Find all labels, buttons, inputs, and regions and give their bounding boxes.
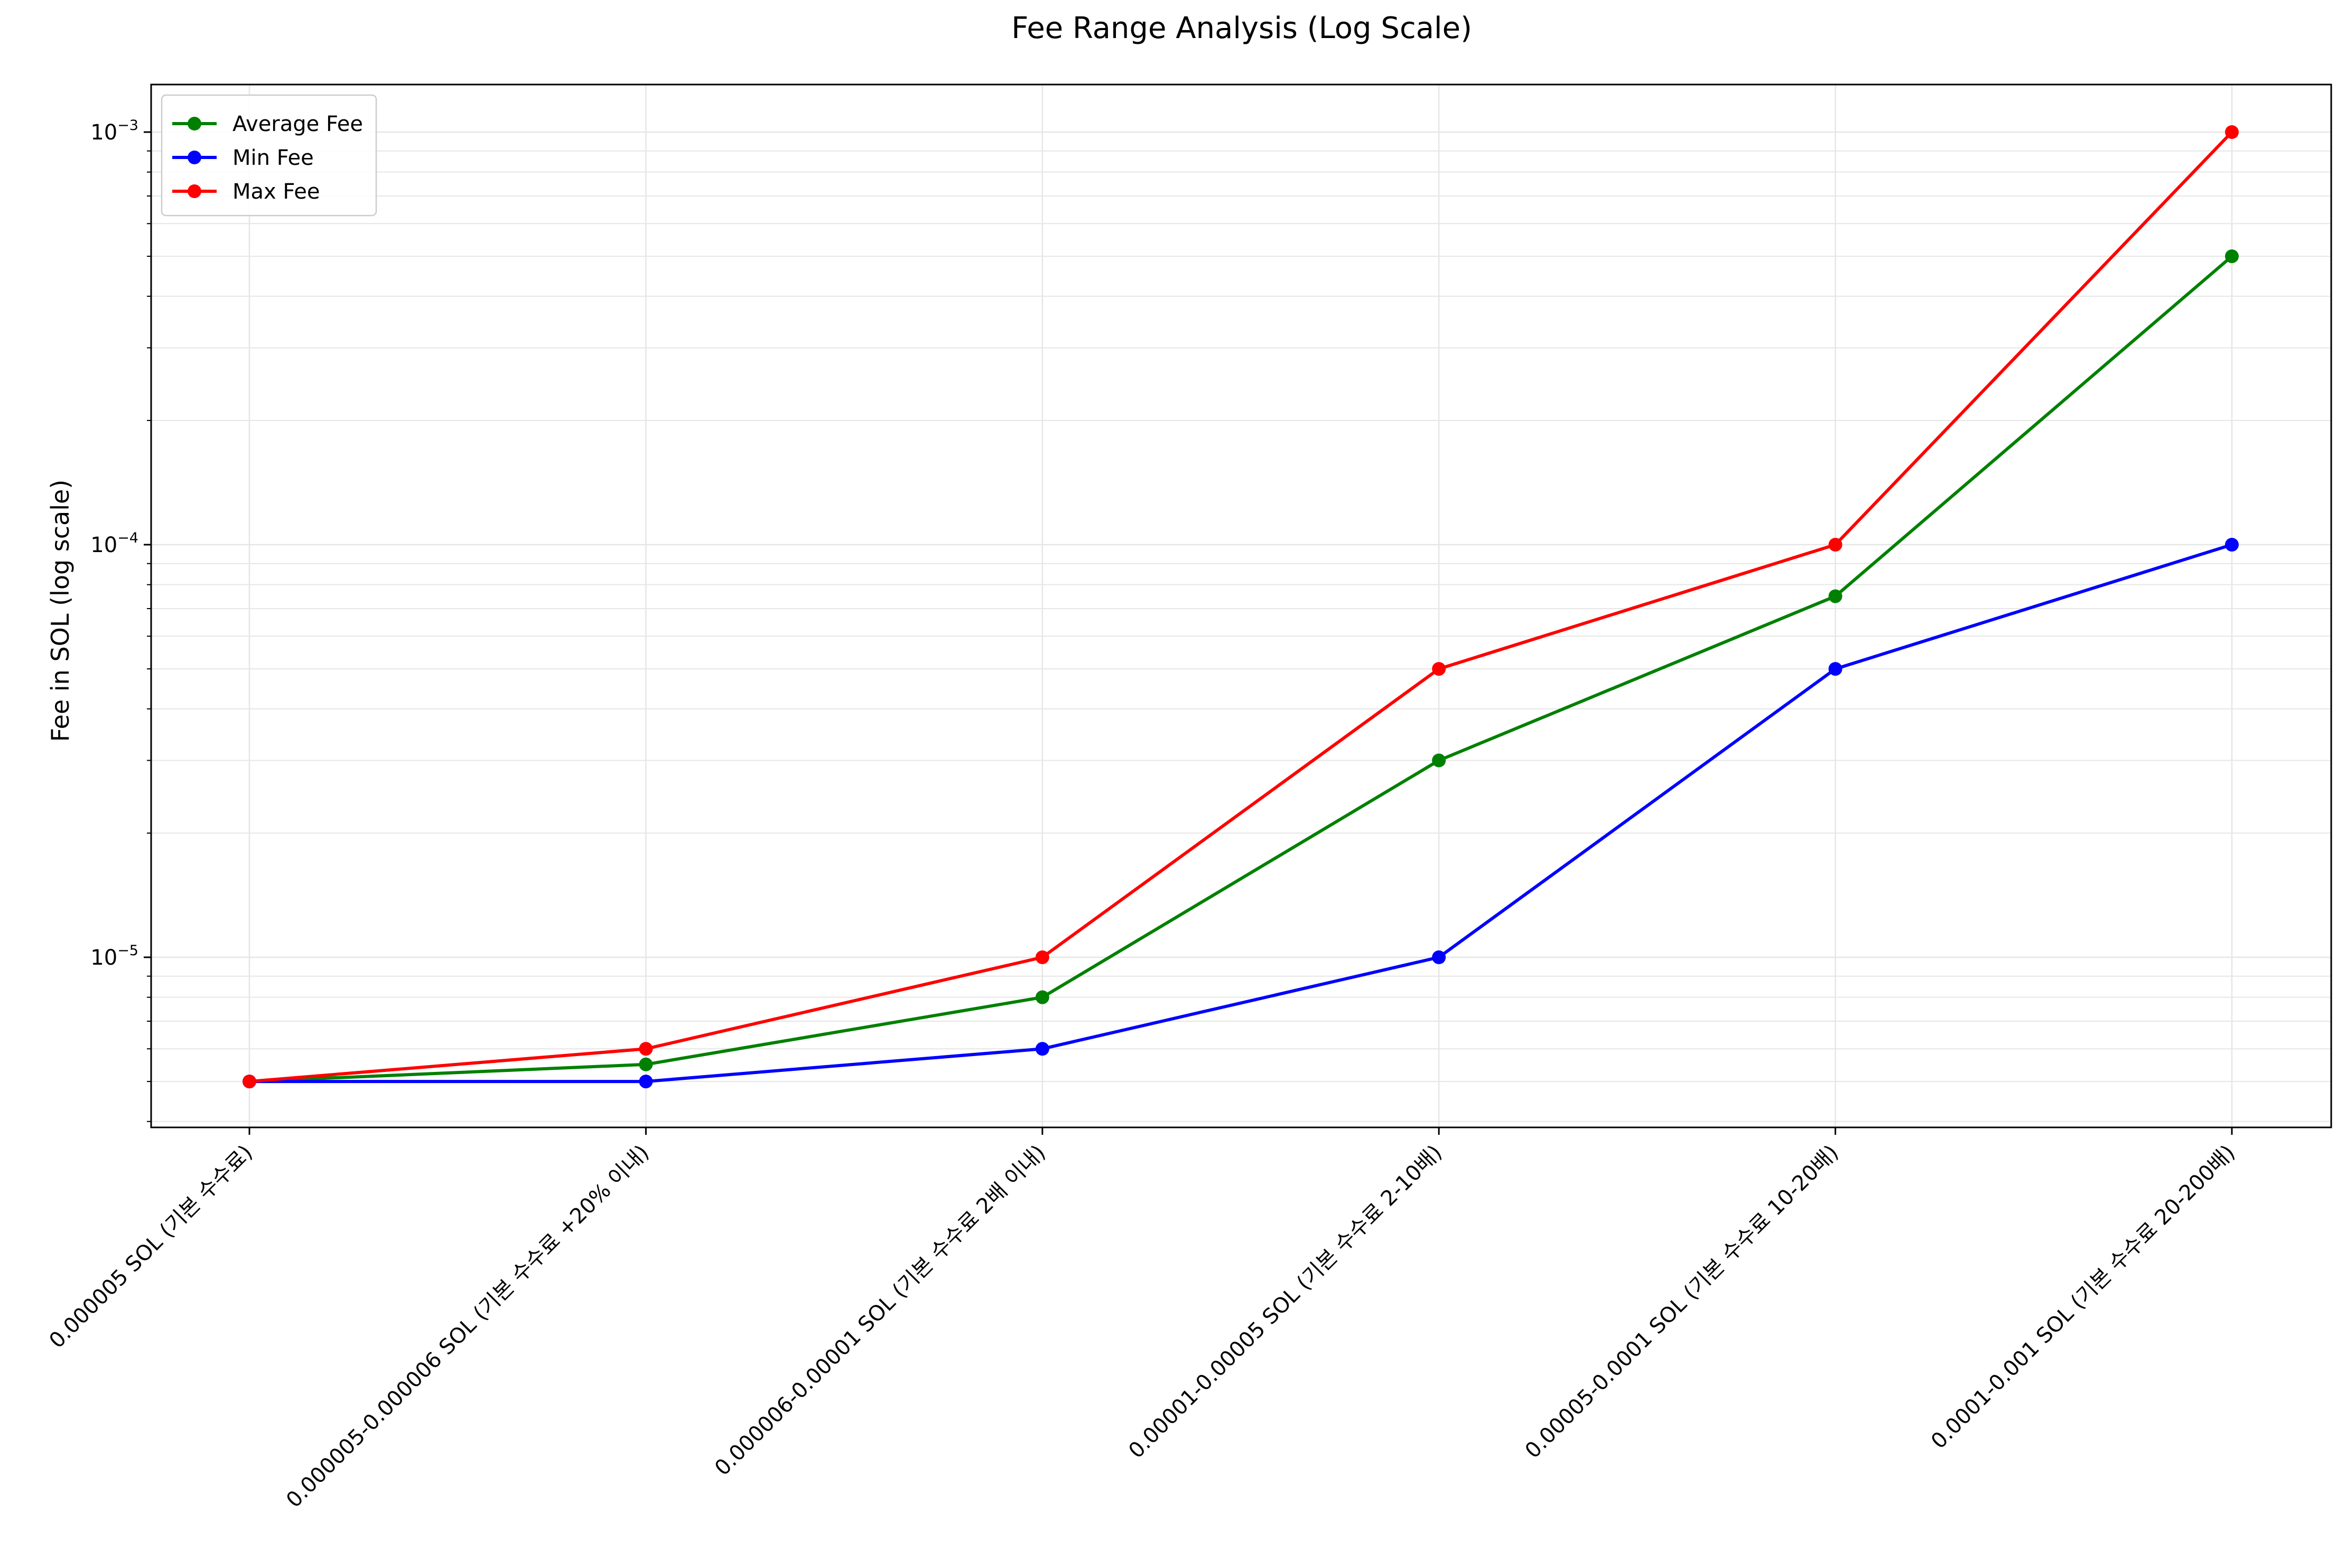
y-tick-label-base: 10 [90, 946, 117, 970]
data-point [1828, 538, 1842, 552]
data-point [2225, 538, 2239, 552]
y-tick-label: 10−5 [90, 942, 138, 970]
legend-marker [188, 117, 201, 130]
plot-frame [150, 83, 2332, 1128]
legend-label: Min Fee [232, 146, 314, 170]
legend-marker [188, 184, 201, 198]
legend-label: Average Fee [232, 112, 363, 136]
legend-marker [188, 151, 201, 164]
chart-title: Fee Range Analysis (Log Scale) [1011, 11, 1472, 45]
series-line [248, 255, 2233, 1084]
data-point [2225, 249, 2239, 264]
data-point [639, 1075, 653, 1089]
y-tick-label: 10−4 [90, 530, 138, 557]
grid-lines [151, 85, 2331, 1127]
y-tick-label: 10−3 [90, 117, 138, 145]
y-tick-label-exponent: −4 [117, 530, 138, 546]
y-tick-label-exponent: −5 [117, 942, 138, 959]
y-tick-label-base: 10 [90, 533, 117, 557]
data-point [639, 1057, 653, 1071]
y-tick-label-exponent: −3 [117, 117, 138, 134]
data-point [1828, 662, 1842, 676]
data-point [1432, 753, 1446, 768]
legend-item: Min Fee [172, 146, 314, 170]
y-axis-label: Fee in SOL (log scale) [46, 480, 75, 742]
series-line [248, 130, 2233, 1084]
data-point [1432, 950, 1446, 964]
series-lines [243, 125, 2239, 1089]
data-point [243, 1075, 256, 1089]
data-point [1828, 589, 1842, 603]
data-point [639, 1042, 653, 1056]
legend-item: Max Fee [172, 180, 320, 204]
series-max-fee [243, 125, 2239, 1089]
series-line [248, 543, 2233, 1084]
legend-item: Average Fee [172, 112, 363, 136]
legend: Average Fee Min Fee Max Fee [161, 94, 377, 217]
data-point [1035, 950, 1049, 964]
y-tick-label-base: 10 [90, 120, 117, 145]
data-point [1035, 990, 1049, 1004]
data-point [2225, 125, 2239, 139]
legend-label: Max Fee [232, 180, 320, 204]
data-point [1432, 662, 1446, 676]
data-point [1035, 1042, 1049, 1056]
